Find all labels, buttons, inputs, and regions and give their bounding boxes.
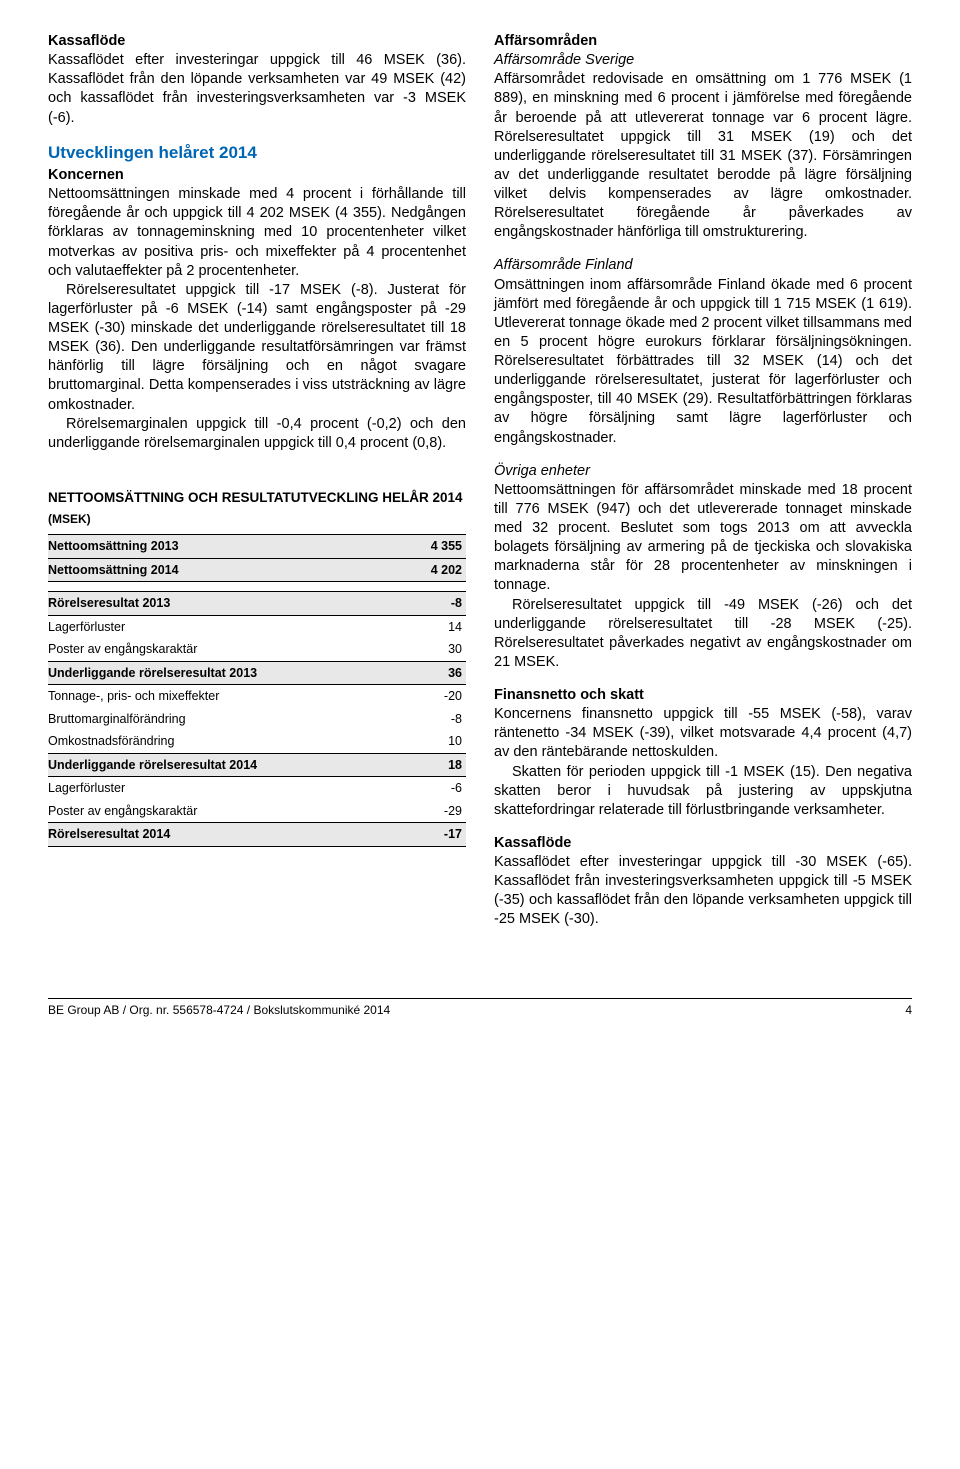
finans-p2: Skatten för perioden uppgick till -1 MSE… (494, 763, 912, 820)
section-affarsomraden: Affärsområden Affärsområde Sverige Affär… (494, 32, 912, 672)
table-cell-label: Bruttomarginalförändring (48, 708, 406, 731)
table-title: NETTOOMSÄTTNING OCH RESULTATUTVECKLING H… (48, 489, 466, 507)
utv-p3: Rörelsemarginalen uppgick till -0,4 proc… (48, 415, 466, 453)
table-row: Lagerförluster-6 (48, 777, 466, 800)
footer-left: BE Group AB / Org. nr. 556578-4724 / Bok… (48, 1003, 390, 1019)
table-cell-value: 18 (406, 753, 466, 777)
kassaflode2-heading: Kassaflöde (494, 834, 912, 853)
table-cell-label: Poster av engångskaraktär (48, 800, 406, 823)
table-row: Omkostnadsförändring10 (48, 730, 466, 753)
table-cell-label: Omkostnadsförändring (48, 730, 406, 753)
table-row: Nettoomsättning 20144 202 (48, 558, 466, 582)
table-cell-value: 4 355 (406, 535, 466, 559)
koncernen-subheading: Koncernen (48, 166, 466, 185)
table-row: Rörelseresultat 2014-17 (48, 823, 466, 847)
table-row: Rörelseresultat 2013-8 (48, 592, 466, 616)
table-row: Underliggande rörelseresultat 201418 (48, 753, 466, 777)
table-row: Bruttomarginalförändring-8 (48, 708, 466, 731)
table-cell-value: -20 (406, 685, 466, 708)
table-cell-label: Nettoomsättning 2014 (48, 558, 406, 582)
table-cell-label: Nettoomsättning 2013 (48, 535, 406, 559)
table-row: Poster av engångskaraktär30 (48, 638, 466, 661)
table-cell-value: -17 (406, 823, 466, 847)
ovriga-p2: Rörelseresultatet uppgick till -49 MSEK … (494, 596, 912, 673)
table-cell-label: Underliggande rörelseresultat 2013 (48, 661, 406, 685)
table-cell-label: Rörelseresultat 2014 (48, 823, 406, 847)
utv-p2: Rörelseresultatet uppgick till -17 MSEK … (48, 281, 466, 415)
affarsomraden-heading: Affärsområden (494, 32, 912, 51)
table-cell-value: -8 (406, 592, 466, 616)
table-cell-label: Lagerförluster (48, 777, 406, 800)
table-cell-value: -8 (406, 708, 466, 731)
result-table-block: NETTOOMSÄTTNING OCH RESULTATUTVECKLING H… (48, 489, 466, 847)
table-row: Poster av engångskaraktär-29 (48, 800, 466, 823)
table-row: Underliggande rörelseresultat 201336 (48, 661, 466, 685)
utv-p1: Nettoomsättningen minskade med 4 procent… (48, 185, 466, 281)
table-cell-label: Lagerförluster (48, 615, 406, 638)
table-cell-value: 10 (406, 730, 466, 753)
result-table: Nettoomsättning 20134 355Nettoomsättning… (48, 534, 466, 847)
table-row: Tonnage-, pris- och mixeffekter-20 (48, 685, 466, 708)
table-cell-label: Rörelseresultat 2013 (48, 592, 406, 616)
table-cell-value: -29 (406, 800, 466, 823)
table-cell-value: 30 (406, 638, 466, 661)
table-row: Nettoomsättning 20134 355 (48, 535, 466, 559)
table-unit: (MSEK) (48, 512, 466, 528)
utvecklingen-heading: Utvecklingen helåret 2014 (48, 142, 466, 164)
section-utvecklingen: Utvecklingen helåret 2014 Koncernen Nett… (48, 142, 466, 453)
sverige-subheading: Affärsområde Sverige (494, 51, 912, 70)
finans-p1: Koncernens finansnetto uppgick till -55 … (494, 705, 912, 762)
sverige-body: Affärsområdet redovisade en omsättning o… (494, 70, 912, 242)
table-cell-value: 4 202 (406, 558, 466, 582)
table-cell-value: 36 (406, 661, 466, 685)
table-cell-label: Tonnage-, pris- och mixeffekter (48, 685, 406, 708)
ovriga-p1: Nettoomsättningen för affärsområdet mins… (494, 481, 912, 596)
right-column: Affärsområden Affärsområde Sverige Affär… (494, 32, 912, 944)
finland-subheading: Affärsområde Finland (494, 256, 912, 275)
table-cell-value: -6 (406, 777, 466, 800)
ovriga-subheading: Övriga enheter (494, 462, 912, 481)
kassaflode-heading: Kassaflöde (48, 32, 466, 51)
finansnetto-heading: Finansnetto och skatt (494, 686, 912, 705)
table-cell-label: Poster av engångskaraktär (48, 638, 406, 661)
table-cell-value: 14 (406, 615, 466, 638)
finland-body: Omsättningen inom affärsområde Finland ö… (494, 276, 912, 448)
footer-page-number: 4 (905, 1003, 912, 1019)
section-kassaflode: Kassaflöde Kassaflödet efter investering… (48, 32, 466, 128)
section-kassaflode2: Kassaflöde Kassaflödet efter investering… (494, 834, 912, 930)
left-column: Kassaflöde Kassaflödet efter investering… (48, 32, 466, 944)
page-footer: BE Group AB / Org. nr. 556578-4724 / Bok… (48, 998, 912, 1019)
kassaflode2-body: Kassaflödet efter investeringar uppgick … (494, 853, 912, 930)
kassaflode-body: Kassaflödet efter investeringar uppgick … (48, 51, 466, 128)
section-finansnetto: Finansnetto och skatt Koncernens finansn… (494, 686, 912, 820)
table-row: Lagerförluster14 (48, 615, 466, 638)
table-cell-label: Underliggande rörelseresultat 2014 (48, 753, 406, 777)
